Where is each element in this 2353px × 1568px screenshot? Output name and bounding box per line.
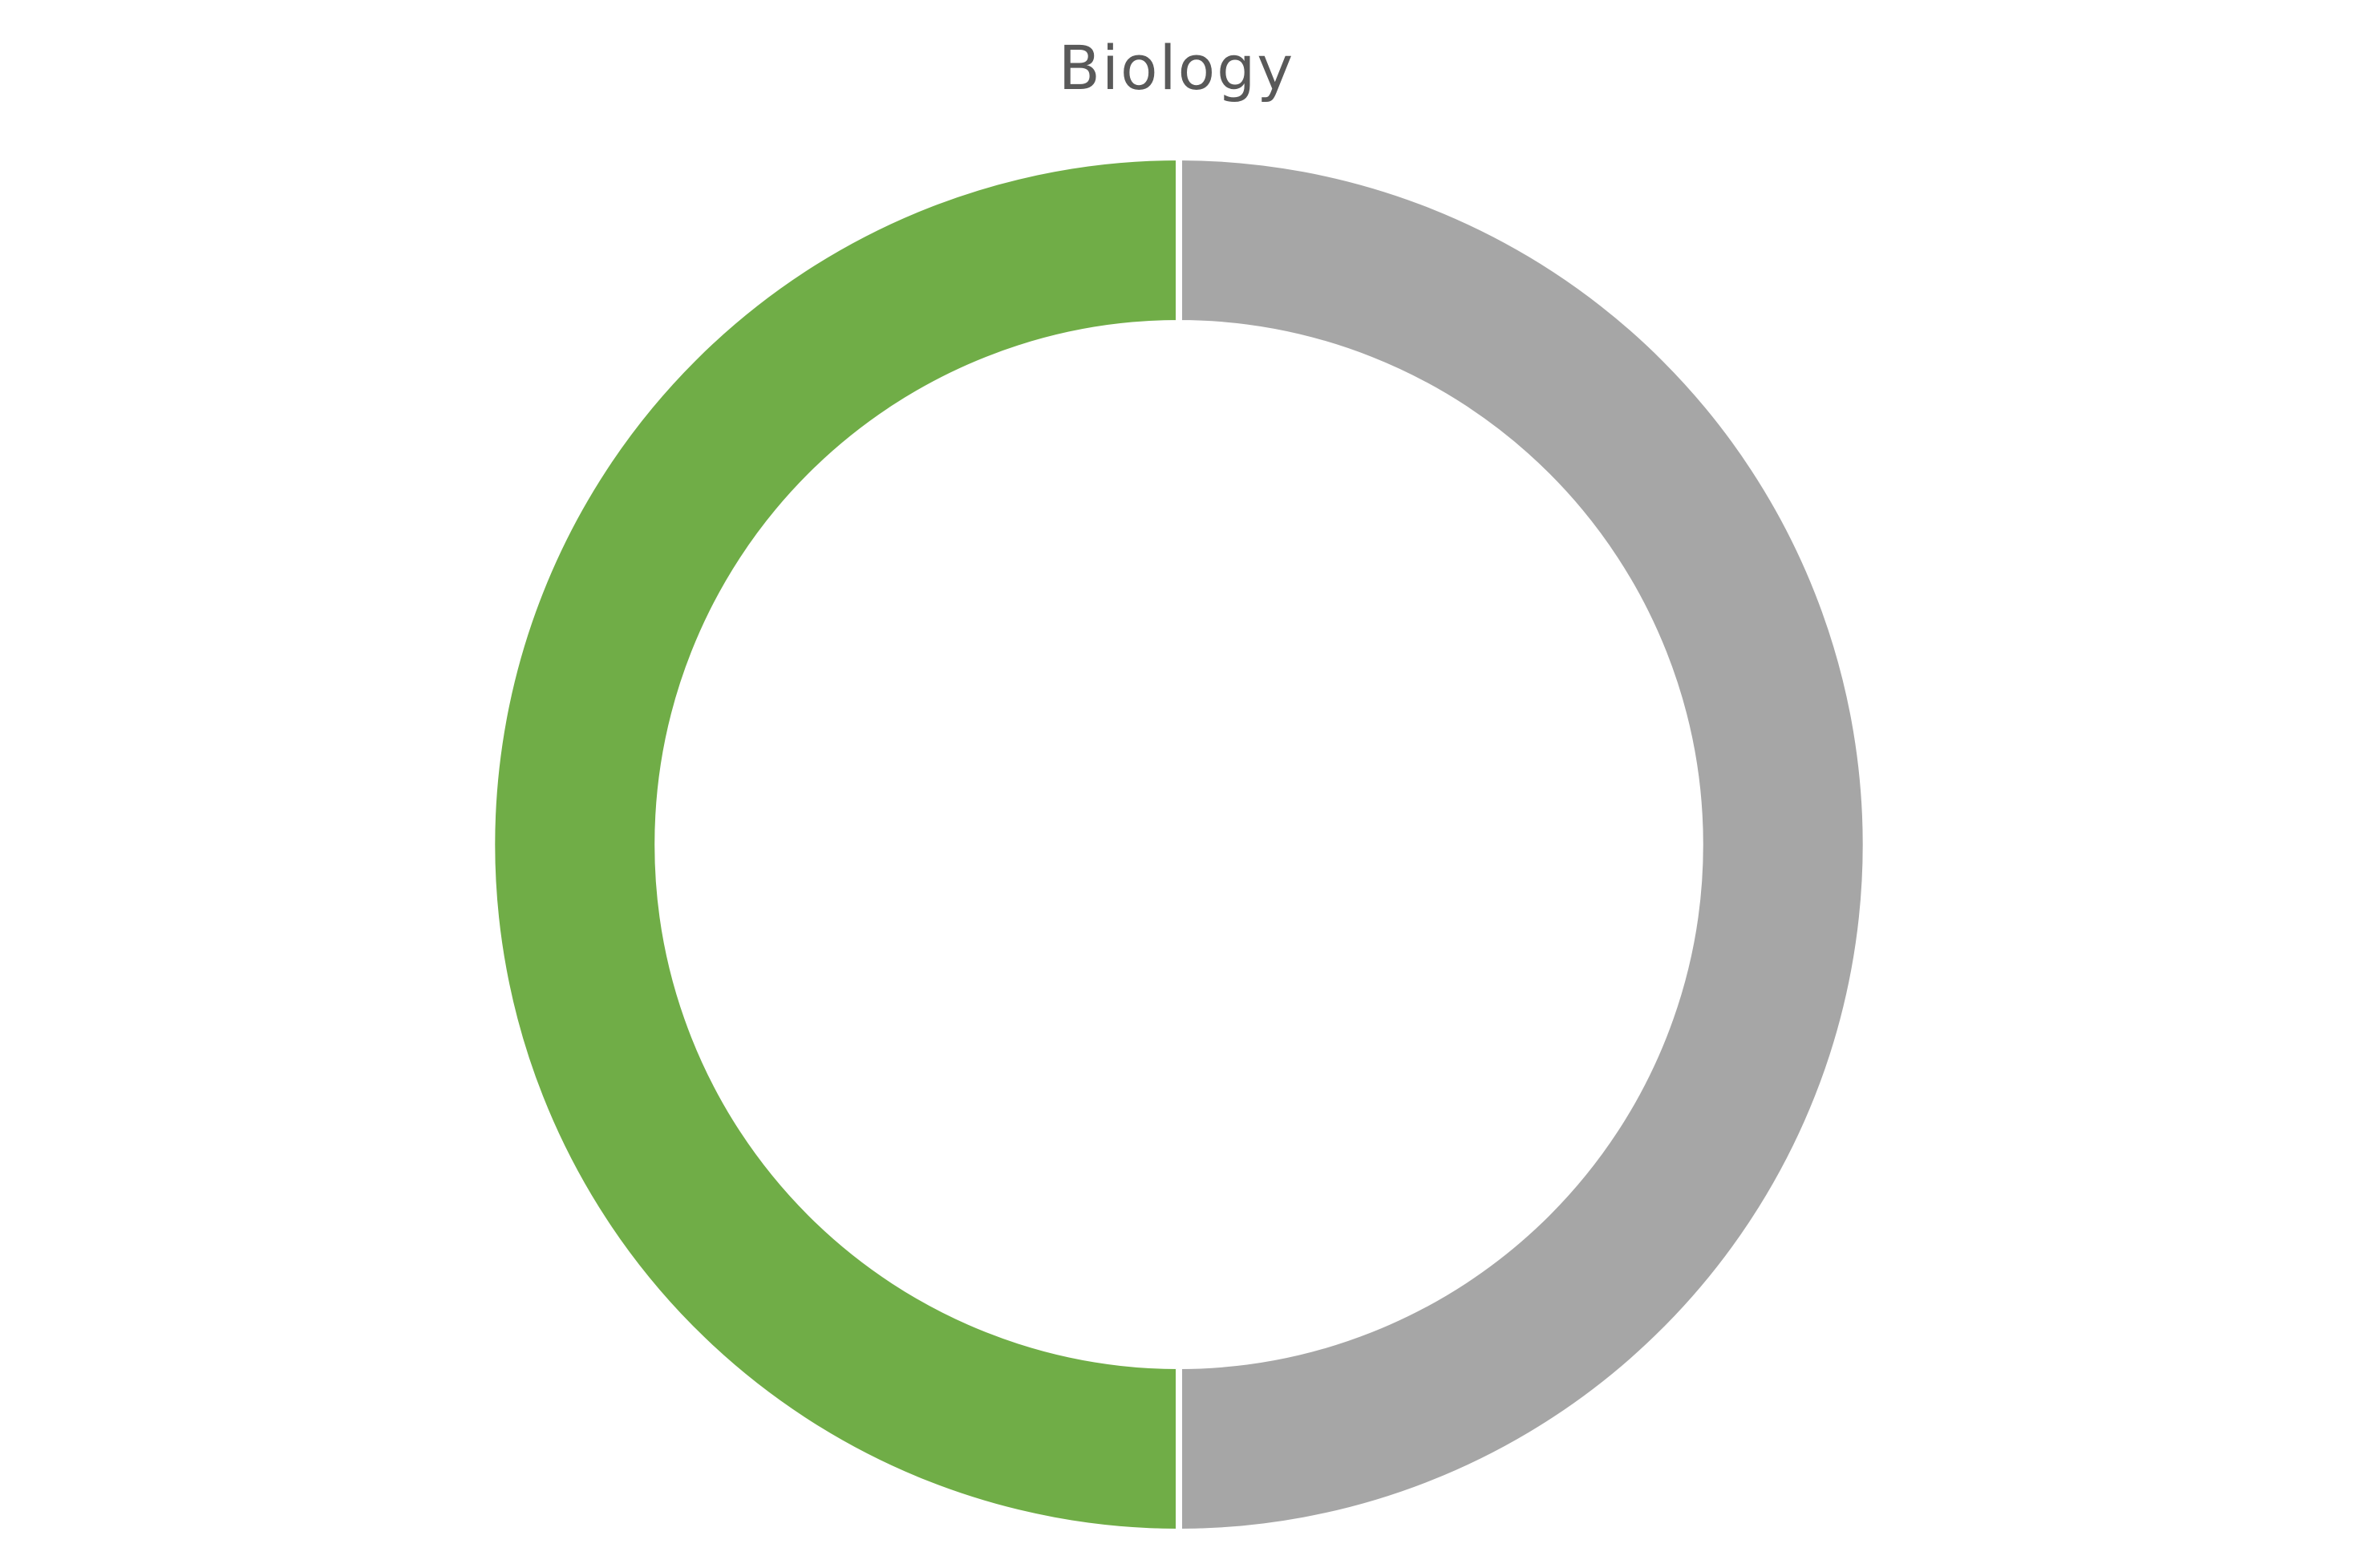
donut-slice-1	[1176, 153, 1869, 1536]
chart-title: Biology	[1058, 32, 1295, 103]
donut-slice-2	[488, 153, 1182, 1536]
